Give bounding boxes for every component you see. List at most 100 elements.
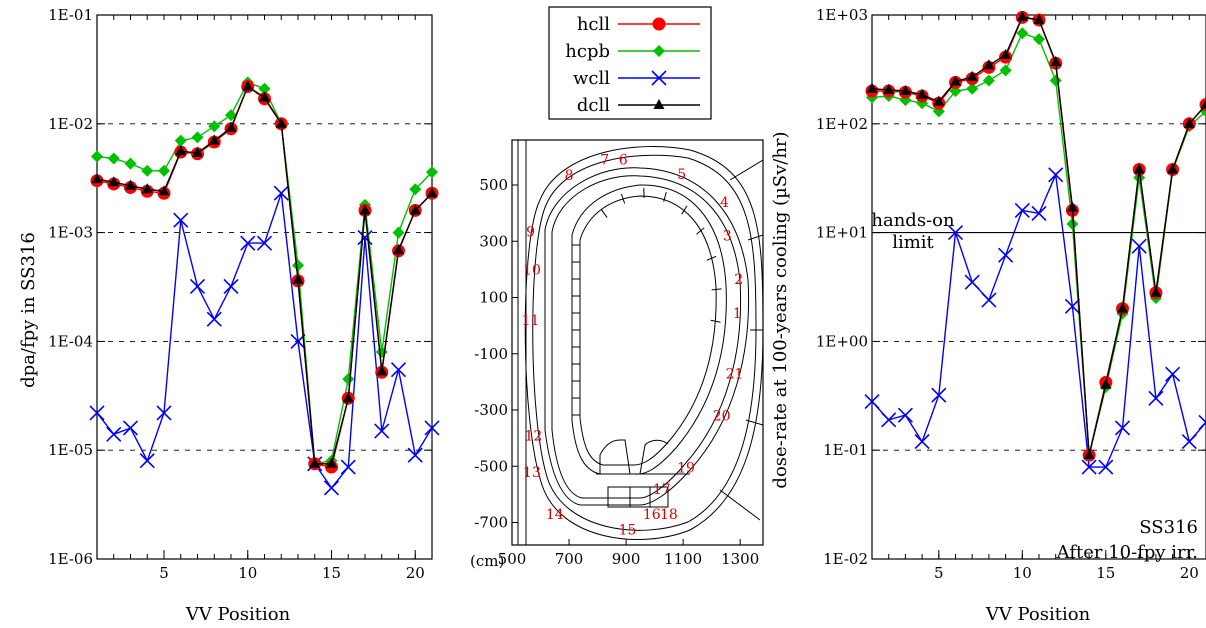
geometry-blanket-module-divider: [696, 227, 705, 235]
left-point-hcpb: [191, 131, 204, 144]
right-point-wcll: [1165, 366, 1181, 382]
right-point-wcll: [1131, 238, 1147, 254]
geometry-unit-label: (cm): [470, 552, 504, 570]
right-point-dcll: [883, 83, 895, 94]
geometry-lower-port: [607, 486, 669, 508]
left-point-wcll: [106, 426, 122, 442]
right-point-dcll: [1000, 48, 1012, 59]
geometry-blanket-module-divider: [663, 191, 667, 202]
geometry-blanket-module-divider: [710, 319, 721, 323]
left-point-dcll: [309, 457, 321, 468]
geometry-position-label: 18: [660, 507, 678, 523]
right-point-hcpb: [966, 82, 979, 95]
left-point-hcpb: [124, 157, 137, 170]
left-point-dcll: [426, 187, 438, 198]
left-y-tick-label: 1E-05: [48, 441, 93, 459]
geometry-y-tick-label: 100: [479, 289, 508, 307]
geometry-x-tick-label: 700: [555, 550, 584, 568]
geometry-vacuum-vessel-outer: [544, 167, 750, 506]
geometry-map: (cm) 500 700 900 1100 1300 500 300 100 -100 -300 -…: [470, 139, 764, 570]
left-point-dcll: [292, 273, 304, 284]
left-point-wcll: [122, 420, 139, 436]
right-point-wcll: [981, 292, 997, 308]
geometry-position-label: 17: [653, 482, 671, 498]
right-chart: dose-rate at 100-years cooling (µSv/hr) …: [770, 6, 1206, 625]
left-point-dcll: [259, 91, 270, 102]
left-chart: dpa/fpy in SS316 VV Position 1E-06 1E-05 1…: [18, 6, 440, 625]
left-point-wcll: [323, 480, 340, 496]
left-point-wcll: [357, 230, 373, 246]
right-point-wcll: [1148, 390, 1164, 406]
left-point-dcll: [409, 204, 421, 215]
left-x-tick-label: 10: [238, 564, 257, 582]
hands-on-label-line2: limit: [892, 232, 934, 253]
left-point-wcll: [407, 447, 423, 463]
legend-marker-wcll: [651, 70, 667, 86]
right-x-tick-label: 20: [1180, 564, 1199, 582]
right-point-dcll: [899, 85, 911, 96]
geometry-blanket-module-divider: [706, 255, 717, 261]
left-point-dcll: [275, 117, 287, 128]
geometry-position-label: 20: [713, 409, 731, 425]
geometry-position-label: 3: [723, 229, 732, 245]
geometry-y-tick-label: -500: [474, 457, 508, 475]
geometry-position-label: 2: [734, 272, 743, 288]
left-point-wcll: [424, 420, 440, 436]
geometry-outer-shell: [524, 146, 764, 540]
left-series-line-hcll: [96, 85, 433, 468]
geometry-y-tick-label: 300: [479, 232, 508, 250]
right-point-wcll: [1098, 459, 1114, 475]
right-point-dcll: [1133, 163, 1145, 174]
left-point-dcll: [91, 173, 103, 184]
right-y-tick-label: 1E+00: [816, 332, 868, 350]
left-point-wcll: [89, 405, 105, 421]
right-point-dcll: [1083, 449, 1095, 460]
right-y-tick-label: 1E+01: [816, 224, 868, 242]
left-point-dcll: [158, 185, 170, 196]
right-point-dcll: [983, 59, 995, 70]
left-point-hcpb: [141, 164, 154, 177]
annotation-material: SS316: [1139, 517, 1198, 538]
left-point-hcpb: [392, 226, 405, 239]
geometry-x-tick-label: 900: [612, 550, 641, 568]
geometry-position-label: 10: [523, 262, 541, 278]
right-point-wcll: [1114, 420, 1131, 436]
left-point-hcpb: [158, 164, 170, 177]
right-point-dcll: [916, 88, 928, 99]
left-point-hcpb: [107, 152, 120, 165]
right-y-tick-label: 1E-01: [823, 441, 868, 459]
right-point-wcll: [1014, 202, 1030, 218]
right-point-dcll: [950, 75, 961, 86]
geometry-position-label: 14: [546, 507, 564, 523]
left-point-hcpb: [258, 82, 271, 95]
right-point-dcll: [1117, 302, 1128, 313]
left-point-wcll: [223, 278, 239, 295]
right-point-hcpb: [999, 64, 1012, 77]
left-series-line-dcll: [96, 85, 433, 465]
geometry-position-label: 5: [677, 167, 686, 183]
left-y-tick-label: 1E-01: [48, 6, 93, 24]
geometry-position-label: 19: [677, 461, 695, 477]
geometry-blanket-module-divider: [681, 205, 688, 215]
right-point-dcll: [933, 95, 945, 106]
right-point-wcll: [1064, 298, 1080, 314]
left-x-tick-label: 15: [322, 564, 341, 582]
right-point-wcll: [881, 412, 897, 428]
left-point-dcll: [393, 244, 404, 255]
geometry-radial-partition: [719, 489, 761, 521]
left-point-hcpb: [292, 259, 304, 272]
right-point-wcll: [964, 274, 980, 290]
left-point-hcpb: [375, 345, 388, 358]
left-point-hcpb: [174, 134, 187, 147]
left-point-hcpb: [426, 166, 438, 179]
right-y-tick-label: 1E+02: [816, 115, 868, 133]
geometry-x-tick-label: 500: [498, 550, 527, 568]
left-x-tick-label: 5: [159, 564, 169, 582]
legend-label-wcll: wcll: [573, 68, 610, 89]
right-point-dcll: [1183, 117, 1195, 128]
left-point-wcll: [240, 235, 256, 251]
geometry-position-label: 1: [733, 306, 742, 322]
hands-on-label-line1: hands-on: [871, 210, 955, 231]
geometry-blanket-module-divider: [600, 209, 608, 218]
